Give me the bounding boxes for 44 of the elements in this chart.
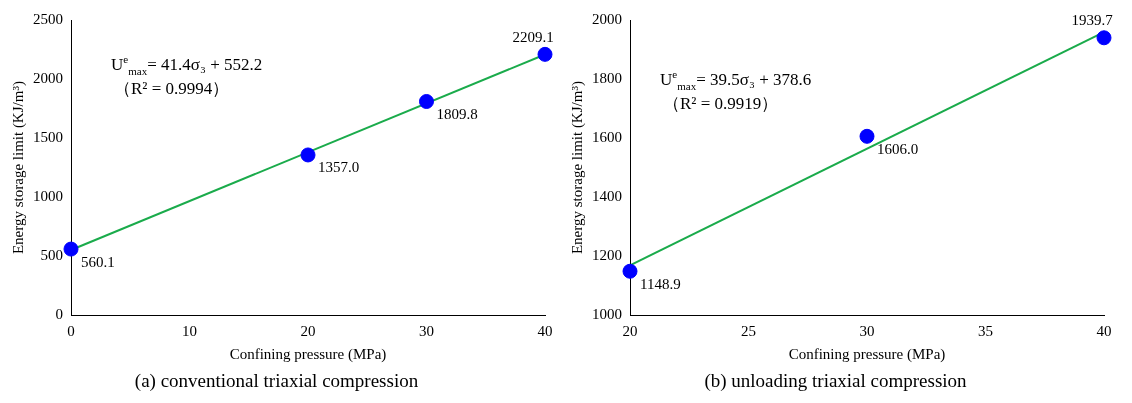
y-tick-label: 1000 xyxy=(33,188,63,205)
y-tick-label: 1400 xyxy=(592,188,622,205)
y-tick-label: 1500 xyxy=(33,129,63,146)
text: (b) unloading triaxial compression xyxy=(704,369,968,392)
x-tick-label: 0 xyxy=(67,323,75,340)
y-tick-label: 0 xyxy=(55,306,63,323)
data-label: 1809.8 xyxy=(436,105,478,122)
text: (a) conventional triaxial compression xyxy=(134,369,419,392)
y-tick-label: 500 xyxy=(40,247,63,264)
data-label: 1606.0 xyxy=(877,140,919,157)
y-tick-label: 1600 xyxy=(592,129,622,146)
data-label: 1357.0 xyxy=(318,159,360,176)
x-axis-title: Confining pressure (MPa) xyxy=(229,346,387,364)
data-label: 1939.7 xyxy=(1071,12,1114,29)
point xyxy=(859,128,875,144)
point xyxy=(419,94,434,109)
data-label: 2209.1 xyxy=(512,28,554,45)
x-tick-label: 35 xyxy=(978,323,993,340)
x-tick-label: 25 xyxy=(741,323,756,340)
x-tick-label: 40 xyxy=(537,323,553,340)
y-tick-label: 2500 xyxy=(33,10,63,27)
point xyxy=(1096,30,1112,46)
y-tick-label: 1200 xyxy=(592,247,622,264)
y-axis-title: Energy storage limit (KJ/m³) xyxy=(9,81,27,255)
x-tick-label: 30 xyxy=(859,323,875,340)
x-tick-label: 20 xyxy=(300,323,316,340)
point xyxy=(300,147,316,163)
y-tick-label: 2000 xyxy=(33,69,63,86)
y-axis-title: Energy storage limit (KJ/m³) xyxy=(568,81,586,255)
x-tick-label: 30 xyxy=(419,323,434,340)
y-tick-label: 1800 xyxy=(592,69,622,86)
y-tick-label: 2000 xyxy=(592,10,622,27)
data-label: 560.1 xyxy=(81,253,115,270)
annotation: （R² = 0.9994） xyxy=(114,79,230,98)
x-tick-label: 20 xyxy=(622,323,638,340)
x-axis-title: Confining pressure (MPa) xyxy=(788,346,946,364)
x-tick-label: 10 xyxy=(182,323,197,340)
data-label: 1148.9 xyxy=(640,275,681,292)
point xyxy=(63,241,79,257)
x-tick-label: 40 xyxy=(1096,323,1112,340)
point xyxy=(537,46,553,62)
point xyxy=(622,263,638,279)
annotation: （R² = 0.9919） xyxy=(663,94,779,113)
y-tick-label: 1000 xyxy=(592,306,622,323)
